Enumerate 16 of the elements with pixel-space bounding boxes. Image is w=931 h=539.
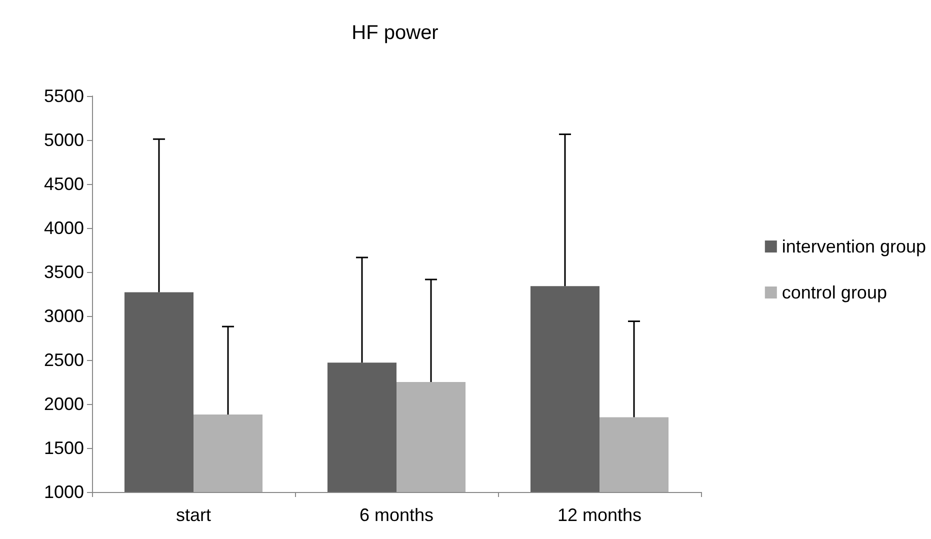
y-tick-label: 3000 bbox=[44, 306, 84, 326]
y-tick-label: 3500 bbox=[44, 262, 84, 282]
y-tick-label: 2000 bbox=[44, 394, 84, 414]
y-tick-label: 4000 bbox=[44, 218, 84, 238]
y-tick-label: 5500 bbox=[44, 86, 84, 106]
y-tick-label: 1500 bbox=[44, 438, 84, 458]
legend-label: intervention group bbox=[782, 236, 926, 256]
y-tick-label: 5000 bbox=[44, 130, 84, 150]
chart-title: HF power bbox=[352, 22, 439, 44]
legend-label: control group bbox=[782, 282, 887, 302]
y-tick-label: 1000 bbox=[44, 482, 84, 502]
y-tick-label: 2500 bbox=[44, 350, 84, 370]
x-tick-label: start bbox=[176, 505, 212, 525]
x-tick-label: 6 months bbox=[359, 505, 434, 525]
x-tick-label: 12 months bbox=[557, 505, 642, 525]
y-tick-label: 4500 bbox=[44, 174, 84, 194]
